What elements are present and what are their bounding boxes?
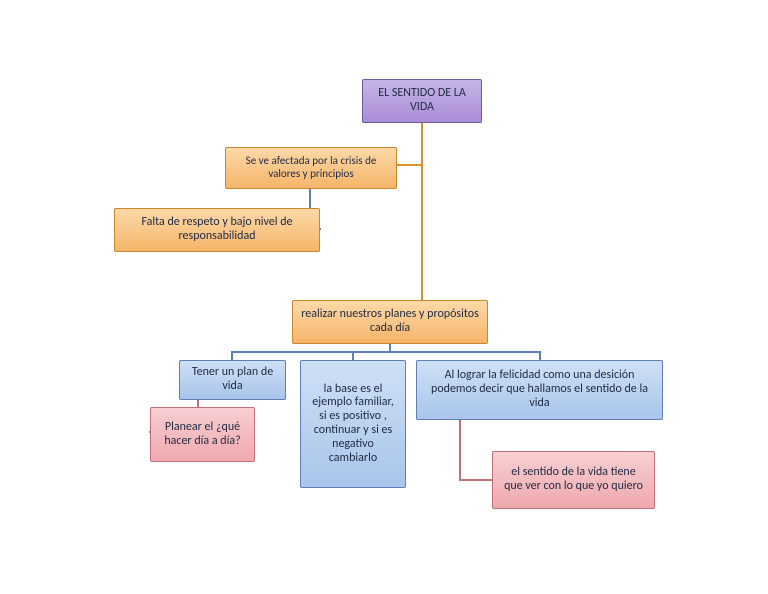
node-planes-label: realizar nuestros planes y propósitos ca…: [301, 308, 479, 336]
node-felicidad-label: Al lograr la felicidad como una desición…: [425, 369, 654, 410]
node-felicidad: Al lograr la felicidad como una desición…: [416, 360, 663, 420]
node-root: EL SENTIDO DE LA VIDA: [362, 79, 482, 123]
node-planes: realizar nuestros planes y propósitos ca…: [292, 300, 488, 344]
diagram-stage: EL SENTIDO DE LA VIDA Se ve afectada por…: [0, 0, 768, 594]
node-crisis: Se ve afectada por la crisis de valores …: [225, 147, 397, 189]
node-quiero: el sentido de la vida tiene que ver con …: [492, 451, 655, 509]
node-base-label: la base es el ejemplo familiar, si es po…: [309, 383, 397, 466]
node-root-label: EL SENTIDO DE LA VIDA: [371, 87, 473, 115]
node-respeto-label: Falta de respeto y bajo nivel de respons…: [123, 216, 311, 244]
node-quiero-label: el sentido de la vida tiene que ver con …: [501, 466, 646, 494]
node-planear-label: Planear el ¿qué hacer día a día?: [159, 421, 246, 449]
node-base: la base es el ejemplo familiar, si es po…: [300, 360, 406, 488]
node-respeto: Falta de respeto y bajo nivel de respons…: [114, 208, 320, 252]
node-plan-vida: Tener un plan de vida: [179, 360, 286, 400]
node-planear: Planear el ¿qué hacer día a día?: [150, 407, 255, 462]
node-plan-vida-label: Tener un plan de vida: [188, 366, 277, 394]
node-crisis-label: Se ve afectada por la crisis de valores …: [234, 155, 388, 180]
